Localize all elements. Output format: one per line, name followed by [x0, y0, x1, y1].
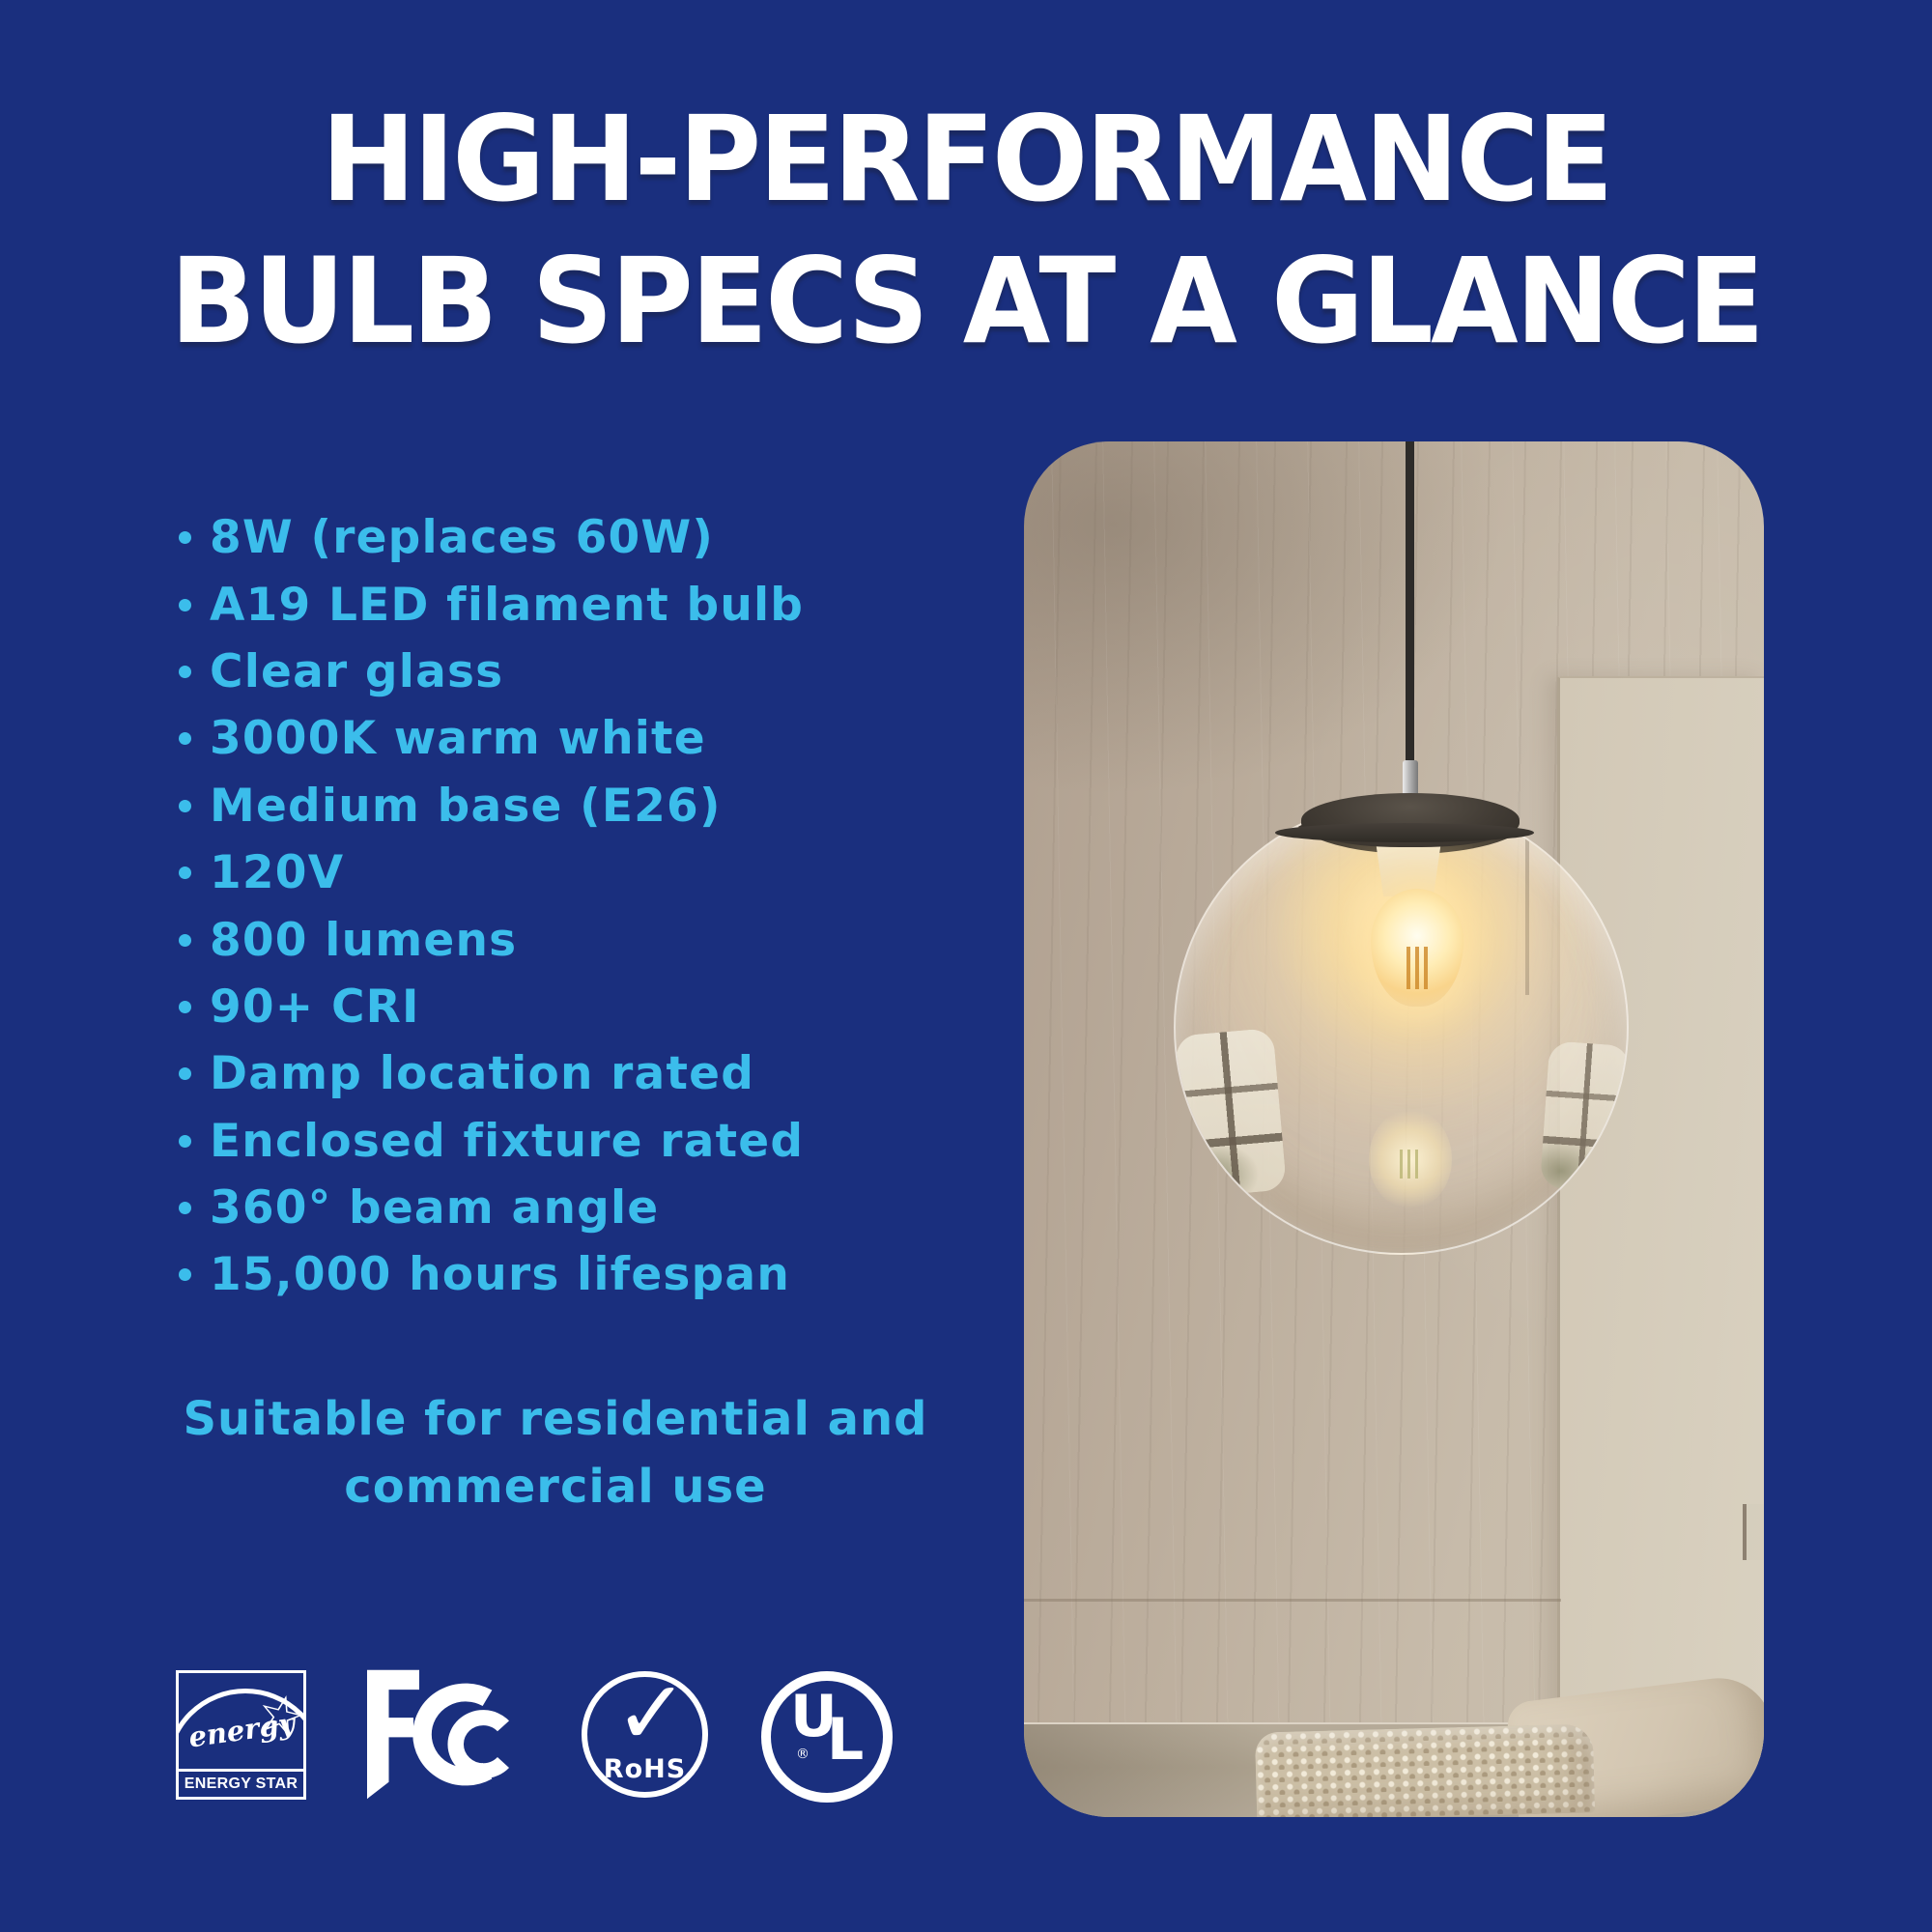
bulb-reflection-filament: [1400, 1150, 1419, 1179]
bullet-dot-icon: [179, 1067, 191, 1081]
title-line-1: HIGH-PERFORMANCE: [321, 91, 1613, 228]
bullet-dot-icon: [179, 867, 191, 880]
window-reflection-left: [1176, 1027, 1288, 1199]
bullet-dot-icon: [179, 1202, 191, 1215]
bullet-dot-icon: [179, 1000, 191, 1013]
energy-star-logo: energy ☆ ENERGY STAR: [176, 1670, 306, 1800]
spec-text: Enclosed fixture rated: [210, 1114, 805, 1168]
energy-star-label: ENERGY STAR: [184, 1776, 298, 1792]
bulb-filament: [1405, 947, 1430, 989]
spec-text: 360° beam angle: [210, 1181, 660, 1236]
spec-item: 8W (replaces 60W): [126, 504, 995, 571]
spec-text: 800 lumens: [210, 913, 518, 967]
spec-text: A19 LED filament bulb: [210, 578, 805, 632]
spec-text: 120V: [210, 846, 345, 900]
cord-connector: [1403, 760, 1418, 799]
spec-text: 3000K warm white: [210, 712, 706, 766]
bullet-dot-icon: [179, 1134, 191, 1148]
suitability-line-2: commercial use: [344, 1460, 767, 1514]
picture-frame: [1743, 1504, 1764, 1560]
ul-letter-u: U: [790, 1683, 838, 1750]
fcc-logo: [355, 1664, 529, 1804]
product-photo: [1024, 441, 1764, 1817]
spec-item: 3000K warm white: [126, 705, 995, 772]
spec-text: 90+ CRI: [210, 980, 420, 1034]
bullet-dot-icon: [179, 732, 191, 746]
spec-item: Damp location rated: [126, 1040, 995, 1107]
pendant-cord: [1406, 441, 1414, 768]
checkmark-icon: ✓: [614, 1662, 690, 1765]
spec-text: Damp location rated: [210, 1047, 755, 1101]
page-title: HIGH-PERFORMANCE BULB SPECS AT A GLANCE: [39, 89, 1893, 373]
fcc-mark-icon: [367, 1669, 510, 1800]
window-reflection-right: [1539, 1040, 1627, 1193]
spec-text: Medium base (E26): [210, 779, 722, 833]
bullet-dot-icon: [179, 933, 191, 947]
rohs-logo: ✓ RoHS: [582, 1662, 708, 1798]
spec-text: Clear glass: [210, 644, 504, 698]
spec-item: Clear glass: [126, 639, 995, 705]
bullet-dot-icon: [179, 665, 191, 678]
bullet-dot-icon: [179, 531, 191, 545]
rohs-label: RoHS: [603, 1754, 687, 1784]
ul-letter-l: L: [827, 1706, 865, 1774]
spec-item: A19 LED filament bulb: [126, 571, 995, 638]
spec-text: 8W (replaces 60W): [210, 511, 715, 565]
bullet-dot-icon: [179, 598, 191, 611]
bullet-dot-icon: [179, 1268, 191, 1282]
glass-seam-reflection: [1525, 802, 1529, 995]
spec-text: 15,000 hours lifespan: [210, 1248, 790, 1302]
energy-star-arc-icon: [179, 1689, 303, 1769]
ul-logo: U L ®: [761, 1671, 893, 1803]
title-line-2: BULB SPECS AT A GLANCE: [169, 233, 1765, 370]
registered-trademark-icon: ®: [796, 1747, 810, 1762]
suitability-note: Suitable for residential and commercial …: [126, 1385, 985, 1520]
spec-item: Medium base (E26): [126, 773, 995, 839]
bullet-dot-icon: [179, 799, 191, 812]
suitability-line-1: Suitable for residential and: [183, 1392, 928, 1446]
sofa-shadow: [1024, 1724, 1265, 1817]
knit-pillow: [1254, 1723, 1596, 1817]
spec-list: 8W (replaces 60W) A19 LED filament bulb …: [126, 504, 995, 1309]
spec-item: 90+ CRI: [126, 974, 995, 1040]
spec-item: 800 lumens: [126, 906, 995, 973]
wall-panel: [1557, 676, 1764, 1726]
bulb-socket: [1375, 838, 1442, 896]
spec-item: 360° beam angle: [126, 1175, 995, 1241]
wall-seam: [1024, 1599, 1561, 1602]
spec-item: Enclosed fixture rated: [126, 1108, 995, 1175]
spec-item: 120V: [126, 839, 995, 906]
spec-item: 15,000 hours lifespan: [126, 1241, 995, 1308]
glass-globe: [1174, 800, 1629, 1255]
energy-star-emblem: energy ☆: [179, 1673, 303, 1772]
lamp-cap-brim: [1275, 823, 1534, 842]
